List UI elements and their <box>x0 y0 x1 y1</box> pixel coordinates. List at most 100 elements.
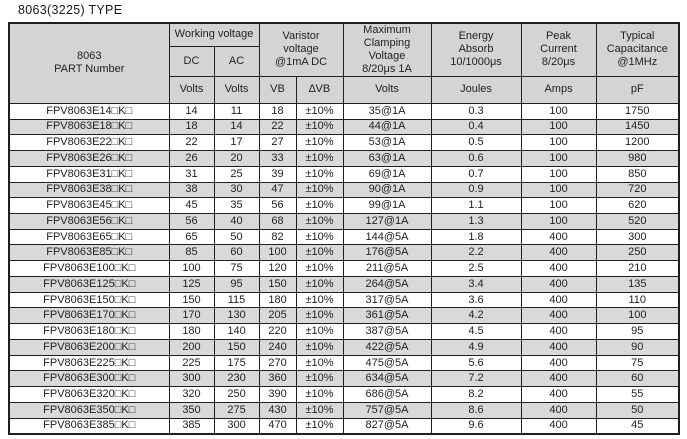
delta-vb-cell: ±10% <box>295 150 344 167</box>
energy-cell: 1.3 <box>430 213 522 230</box>
clamping-voltage-cell: 35@1A <box>342 102 432 120</box>
capacitance-cell: 45 <box>595 417 680 435</box>
capacitance-cell: 1450 <box>595 118 680 136</box>
part-number-cell: FPV8063E225□K□ <box>8 354 170 372</box>
energy-cell: 4.9 <box>430 338 522 356</box>
dc-volts-cell: 180 <box>168 323 215 340</box>
energy-cell: 1.8 <box>430 228 522 246</box>
dc-volts-cell: 100 <box>168 260 215 277</box>
peak-current-cell: 400 <box>520 260 597 277</box>
vb-cell: 18 <box>258 102 297 120</box>
part-number-cell: FPV8063E18□K□ <box>8 118 170 136</box>
delta-vb-cell: ±10% <box>295 386 344 403</box>
table-row: FPV8063E350□K□ 350 275 430 ±10% 757@5A 8.6 400 5… <box>8 401 680 419</box>
header-row-2: DC AC <box>9 45 679 77</box>
unit-joules: Joules <box>430 75 522 104</box>
ac-volts-cell: 75 <box>213 260 260 277</box>
capacitance-cell: 100 <box>595 307 680 325</box>
vb-cell: 82 <box>258 228 297 246</box>
ac-volts-cell: 17 <box>213 134 260 152</box>
col-header-working-voltage: Working voltage <box>168 22 260 47</box>
energy-cell: 7.2 <box>430 370 522 388</box>
part-number-cell: FPV8063E31□K□ <box>8 165 170 183</box>
table-row: FPV8063E125□K□ 125 95 150 ±10% 264@5A 3.4 400 13… <box>8 275 680 293</box>
vb-cell: 240 <box>258 338 297 356</box>
energy-cell: 0.6 <box>430 150 522 167</box>
table-row: FPV8063E56□K□ 56 40 68 ±10% 127@1A 1.3 100 520 <box>8 213 680 230</box>
part-number-cell: FPV8063E22□K□ <box>8 134 170 152</box>
col-header-max-clamping-voltage: Maximum Clamping Voltage 8/20μs 1A <box>342 22 432 77</box>
ac-volts-cell: 230 <box>213 370 260 388</box>
peak-current-cell: 100 <box>520 118 597 136</box>
clamping-voltage-cell: 757@5A <box>342 401 432 419</box>
energy-cell: 8.2 <box>430 386 522 403</box>
vb-cell: 68 <box>258 213 297 230</box>
capacitance-cell: 720 <box>595 181 680 199</box>
table-row: FPV8063E300□K□ 300 230 360 ±10% 634@5A 7.2 400 6… <box>8 370 680 388</box>
dc-volts-cell: 31 <box>168 165 215 183</box>
vb-cell: 205 <box>258 307 297 325</box>
part-number-cell: FPV8063E56□K□ <box>8 213 170 230</box>
part-number-cell: FPV8063E125□K□ <box>8 275 170 293</box>
delta-vb-cell: ±10% <box>295 354 344 372</box>
energy-cell: 9.6 <box>430 417 522 435</box>
vb-cell: 47 <box>258 181 297 199</box>
peak-current-cell: 400 <box>520 323 597 340</box>
dc-volts-cell: 65 <box>168 228 215 246</box>
peak-current-cell: 400 <box>520 307 597 325</box>
unit-amps: Amps <box>520 75 597 104</box>
energy-cell: 2.5 <box>430 260 522 277</box>
capacitance-cell: 60 <box>595 370 680 388</box>
part-number-cell: FPV8063E85□K□ <box>8 244 170 262</box>
col-header-ac: AC <box>213 45 260 77</box>
energy-cell: 0.9 <box>430 181 522 199</box>
peak-current-cell: 400 <box>520 275 597 293</box>
energy-cell: 4.2 <box>430 307 522 325</box>
delta-vb-cell: ±10% <box>295 401 344 419</box>
vb-cell: 27 <box>258 134 297 152</box>
table-row: FPV8063E45□K□ 45 35 56 ±10% 99@1A 1.1 100 620 <box>8 197 680 215</box>
clamping-voltage-cell: 69@1A <box>342 165 432 183</box>
clamping-voltage-cell: 422@5A <box>342 338 432 356</box>
table-row: FPV8063E65□K□ 65 50 82 ±10% 144@5A 1.8 400 300 <box>8 228 680 246</box>
table-row: FPV8063E225□K□ 225 175 270 ±10% 475@5A 5.6 400 7… <box>8 354 680 372</box>
energy-cell: 0.3 <box>430 102 522 120</box>
peak-current-cell: 400 <box>520 338 597 356</box>
dc-volts-cell: 14 <box>168 102 215 120</box>
capacitance-cell: 1750 <box>595 102 680 120</box>
vb-cell: 360 <box>258 370 297 388</box>
delta-vb-cell: ±10% <box>295 338 344 356</box>
capacitance-cell: 210 <box>595 260 680 277</box>
ac-volts-cell: 130 <box>213 307 260 325</box>
ac-volts-cell: 50 <box>213 228 260 246</box>
part-number-cell: FPV8063E38□K□ <box>8 181 170 199</box>
dc-volts-cell: 56 <box>168 213 215 230</box>
capacitance-cell: 980 <box>595 150 680 167</box>
dc-volts-cell: 170 <box>168 307 215 325</box>
vb-cell: 180 <box>258 291 297 309</box>
table-row: FPV8063E100□K□ 100 75 120 ±10% 211@5A 2.5 400 21… <box>8 260 680 277</box>
ac-volts-cell: 115 <box>213 291 260 309</box>
vb-cell: 33 <box>258 150 297 167</box>
clamping-voltage-cell: 44@1A <box>342 118 432 136</box>
dc-volts-cell: 300 <box>168 370 215 388</box>
energy-cell: 0.5 <box>430 134 522 152</box>
unit-clamping-volts: Volts <box>342 75 432 104</box>
energy-cell: 3.6 <box>430 291 522 309</box>
delta-vb-cell: ±10% <box>295 275 344 293</box>
col-header-peak-current: Peak Current 8/20μs <box>520 22 597 77</box>
table-row: FPV8063E150□K□ 150 115 180 ±10% 317@5A 3.6 400 1… <box>8 291 680 309</box>
clamping-voltage-cell: 90@1A <box>342 181 432 199</box>
peak-current-cell: 100 <box>520 134 597 152</box>
delta-vb-cell: ±10% <box>295 370 344 388</box>
clamping-voltage-cell: 686@5A <box>342 386 432 403</box>
dc-volts-cell: 38 <box>168 181 215 199</box>
ac-volts-cell: 14 <box>213 118 260 136</box>
part-number-cell: FPV8063E180□K□ <box>8 323 170 340</box>
energy-cell: 2.2 <box>430 244 522 262</box>
capacitance-cell: 1200 <box>595 134 680 152</box>
delta-vb-cell: ±10% <box>295 181 344 199</box>
peak-current-cell: 100 <box>520 181 597 199</box>
unit-dc-volts: Volts <box>168 75 215 104</box>
